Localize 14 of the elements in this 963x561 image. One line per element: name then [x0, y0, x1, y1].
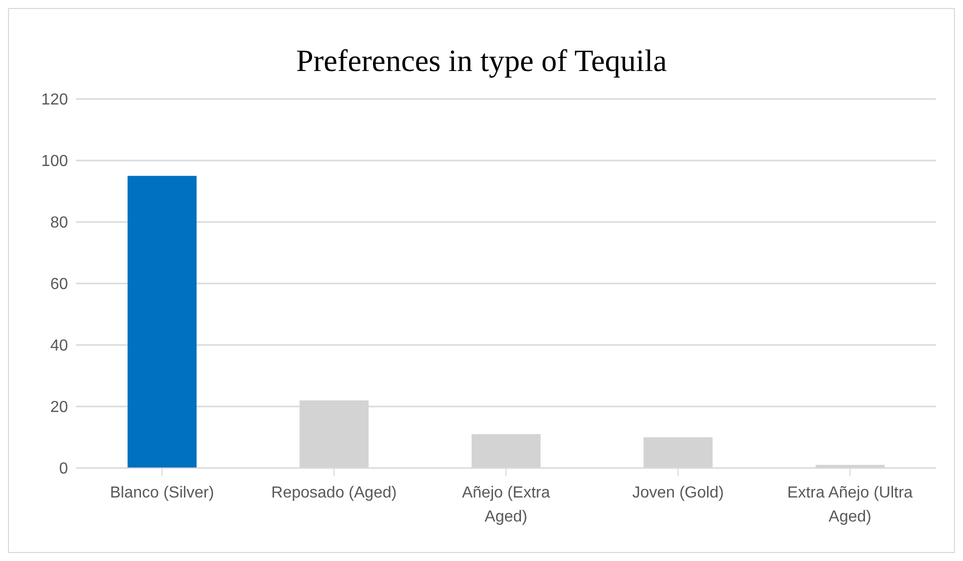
y-tick-label: 0: [59, 460, 68, 478]
y-tick-label: 40: [50, 338, 68, 355]
y-tick-label: 60: [50, 276, 68, 294]
y-tick-label: 100: [41, 153, 68, 170]
chart-title: Preferences in type of Tequila: [295, 42, 668, 79]
bar: [128, 176, 197, 468]
x-tick-label: Blanco (Silver): [110, 484, 214, 502]
x-tick-label: Reposado (Aged): [271, 484, 397, 502]
x-tick-label: Joven (Gold): [632, 484, 724, 502]
x-tick-label: Extra Añejo (Ultra Aged): [787, 484, 913, 526]
x-tick-label: Añejo (Extra Aged): [462, 484, 550, 526]
y-tick-label: 120: [41, 92, 68, 109]
y-tick-label: 80: [50, 214, 68, 232]
y-tick-label: 20: [50, 399, 68, 416]
